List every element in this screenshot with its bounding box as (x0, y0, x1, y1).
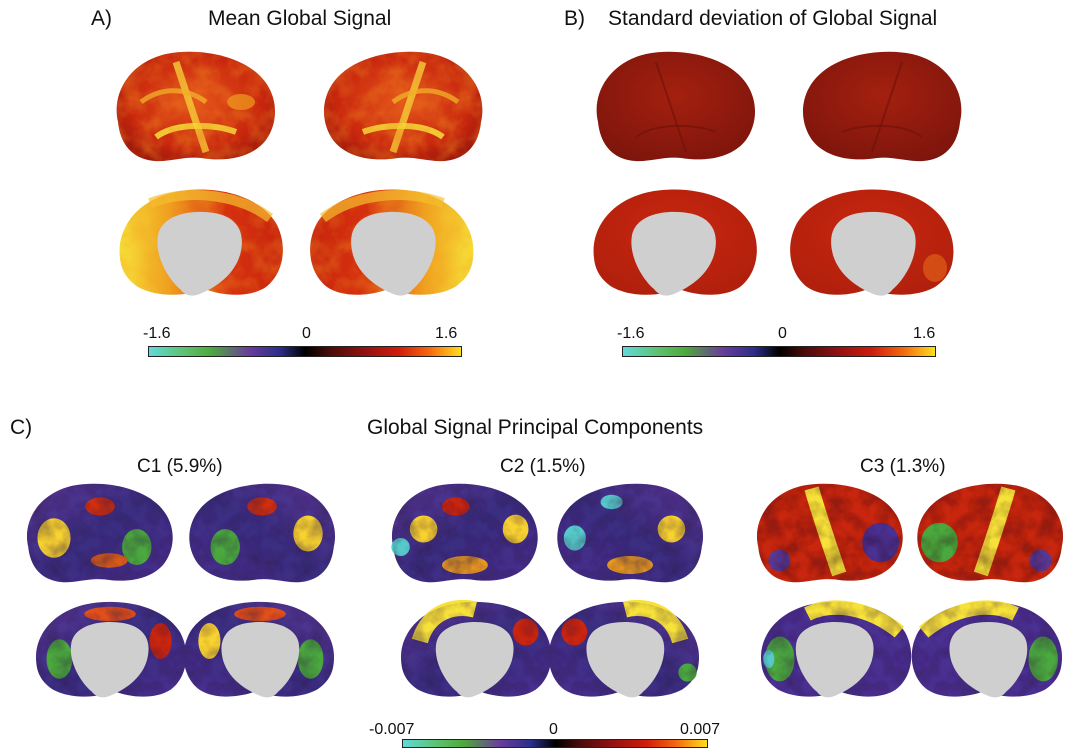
colorbar-a (148, 346, 462, 357)
c3-brains (756, 483, 1064, 698)
panel-a-brains (116, 51, 483, 296)
c2-brains (391, 483, 704, 698)
component-c2-label: C2 (1.5%) (500, 456, 586, 477)
component-c3-label: C3 (1.3%) (860, 456, 946, 477)
panel-c-title: Global Signal Principal Components (367, 416, 704, 439)
panel-b-letter: B) (564, 7, 585, 30)
c1-brains (26, 483, 336, 698)
colorbar-b (622, 346, 936, 357)
panel-b-brains (593, 51, 962, 296)
colorbar-a-max-label: 1.6 (435, 325, 458, 342)
colorbar-a-mid-label: 0 (302, 325, 311, 342)
panel-b-title: Standard deviation of Global Signal (608, 7, 938, 30)
panel-a-letter: A) (91, 7, 112, 30)
panel-a-title: Mean Global Signal (208, 7, 392, 30)
colorbar-b-max-label: 1.6 (913, 325, 936, 342)
colorbar-b-min-label: -1.6 (617, 325, 645, 342)
colorbar-c-mid-label: 0 (549, 721, 558, 738)
colorbar-c-max-label: 0.007 (680, 721, 721, 738)
colorbar-a-min-label: -1.6 (143, 325, 171, 342)
colorbar-c-min-label: -0.007 (369, 721, 415, 738)
component-c1-label: C1 (5.9%) (137, 456, 223, 477)
panel-c-letter: C) (10, 416, 33, 439)
colorbar-b-mid-label: 0 (778, 325, 787, 342)
